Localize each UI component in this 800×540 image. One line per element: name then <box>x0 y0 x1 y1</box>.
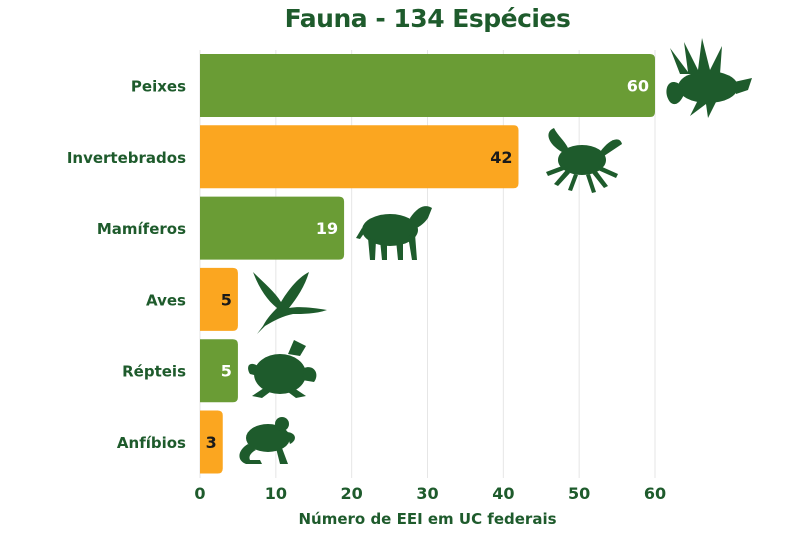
x-tick-label: 40 <box>492 484 514 503</box>
x-tick-label: 10 <box>265 484 287 503</box>
y-category-label: Répteis <box>122 363 186 381</box>
data-label: 5 <box>221 290 232 309</box>
boar-icon <box>356 206 432 260</box>
lionfish-icon <box>666 38 752 118</box>
data-label: 60 <box>627 77 649 96</box>
data-label: 19 <box>316 219 338 238</box>
x-tick-label: 20 <box>341 484 363 503</box>
bar <box>200 410 223 474</box>
y-category-label: Anfíbios <box>117 434 186 452</box>
bar <box>200 339 238 403</box>
bar <box>200 125 519 189</box>
data-label: 42 <box>490 148 512 167</box>
chart-title: Fauna - 134 Espécies <box>284 4 571 33</box>
x-tick-label: 60 <box>644 484 666 503</box>
bar <box>200 196 345 260</box>
x-axis-label: Número de EEI em UC federais <box>298 510 557 528</box>
x-tick-label: 30 <box>416 484 438 503</box>
crab-icon <box>546 128 622 193</box>
x-tick-label: 50 <box>568 484 590 503</box>
turtle-icon <box>248 340 317 398</box>
data-label: 3 <box>206 433 217 452</box>
bar <box>200 54 655 117</box>
data-label: 5 <box>221 362 232 381</box>
x-tick-label: 0 <box>194 484 205 503</box>
y-category-label: Mamíferos <box>97 220 186 238</box>
heron-icon <box>253 272 327 334</box>
y-category-label: Peixes <box>131 78 186 96</box>
y-category-label: Invertebrados <box>67 149 186 167</box>
bar <box>200 267 238 331</box>
frog-icon <box>239 417 295 464</box>
y-category-label: Aves <box>146 291 186 309</box>
